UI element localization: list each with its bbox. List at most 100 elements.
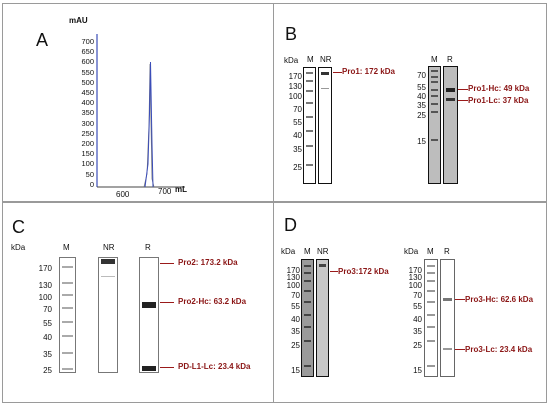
- annotation-pro3-lc: Pro3-Lc: 23.4 kDa: [465, 345, 533, 354]
- lane-label-m: M: [63, 243, 70, 252]
- r-lane: [443, 66, 458, 184]
- panel-c-letter: C: [12, 217, 25, 237]
- panel-a: A mAU 600 700 mL 700 650 600 550 500 450 400 35…: [2, 3, 274, 202]
- y-tick-label: 350: [81, 108, 94, 118]
- x-axis-unit: mL: [175, 185, 187, 194]
- ladder-label: 130: [286, 273, 300, 282]
- ladder-label: 40: [413, 315, 422, 324]
- ladder-label: 170: [408, 266, 422, 275]
- y-tick-label: 200: [81, 139, 94, 148]
- annotation-pro1-lc: Pro1-Lc: 37 kDa: [468, 96, 529, 105]
- ladder-label: 40: [291, 315, 300, 324]
- annotation-pro1-hc: Pro1-Hc: 49 kDa: [468, 84, 530, 93]
- ladder-label: 15: [413, 366, 422, 375]
- ladder-label: 100: [286, 281, 300, 290]
- ladder-label: 130: [38, 281, 52, 290]
- r-lane: [139, 257, 159, 373]
- ladder-label: 35: [291, 327, 300, 336]
- marker-lane-right: [424, 259, 438, 377]
- ladder-label: 55: [291, 302, 300, 311]
- lane-label-r: R: [145, 243, 151, 252]
- ladder-label: 100: [408, 281, 422, 290]
- ladder-label: 130: [408, 273, 422, 282]
- ladder-label: 130: [288, 82, 302, 91]
- y-tick-label: 300: [81, 118, 94, 128]
- y-tick-label: 500: [81, 77, 94, 87]
- ladder-label: 35: [413, 327, 422, 336]
- y-tick-label: 700: [81, 37, 94, 46]
- lane-label-m-right: M: [431, 55, 438, 64]
- annotation-pro3-hc: Pro3-Hc: 62.6 kDa: [465, 295, 534, 304]
- lane-label-m-right: M: [427, 247, 434, 256]
- lane-label-m: M: [307, 55, 314, 64]
- ladder-label: 70: [413, 291, 422, 300]
- y-tick-label: 100: [81, 159, 94, 169]
- x-tick-600: 600: [116, 190, 130, 199]
- ladder-label: 70: [43, 305, 52, 314]
- chromatogram-plot: [96, 34, 185, 188]
- y-axis-unit: mAU: [69, 16, 88, 25]
- y-tick-label: 0: [89, 179, 94, 189]
- ladder-label: 40: [293, 131, 302, 140]
- ladder-label: 40: [417, 92, 426, 101]
- annotation-pro1: Pro1: 172 kDa: [342, 67, 395, 76]
- ladder-label: 55: [417, 83, 426, 92]
- ladder-label: 100: [38, 293, 52, 302]
- ladder-label: 55: [413, 302, 422, 311]
- y-tick-label: 150: [81, 149, 94, 159]
- lane-label-nr: NR: [320, 55, 332, 64]
- y-tick-label: 50: [85, 169, 94, 179]
- y-tick-label: 550: [81, 67, 94, 77]
- lane-label-m: M: [304, 247, 311, 256]
- ladder-label: 70: [293, 105, 302, 114]
- y-tick-label: 650: [81, 47, 94, 57]
- ladder-unit-left: kDa: [281, 247, 296, 256]
- ladder-label: 170: [288, 72, 302, 81]
- annotation-pro2: Pro2: 173.2 kDa: [178, 258, 238, 267]
- ladder-unit: kDa: [11, 243, 26, 252]
- annotation-pd-l1-lc: PD-L1-Lc: 23.4 kDa: [178, 362, 251, 371]
- y-tick-label: 250: [81, 128, 94, 138]
- lane-label-r: R: [444, 247, 450, 256]
- nr-lane: [318, 67, 332, 184]
- ladder-unit-left: kDa: [284, 56, 299, 65]
- panel-d-letter: D: [284, 215, 297, 235]
- marker-lane: [303, 67, 316, 184]
- nr-lane: [316, 259, 329, 377]
- marker-lane: [301, 259, 314, 377]
- ladder-label: 25: [413, 341, 422, 350]
- ladder-label: 25: [291, 341, 300, 350]
- panel-d: D kDa M NR Pro3:172 kDa kDa M R Pro3-Hc:: [273, 202, 547, 403]
- y-tick-label: 600: [81, 57, 94, 67]
- r-lane: [440, 259, 455, 377]
- lane-label-r: R: [447, 55, 453, 64]
- lane-label-nr: NR: [317, 247, 329, 256]
- nr-lane: [98, 257, 118, 373]
- ladder-label: 55: [293, 118, 302, 127]
- annotation-pro3: Pro3:172 kDa: [338, 267, 389, 276]
- ladder-label: 35: [43, 350, 52, 359]
- lane-label-nr: NR: [103, 243, 115, 252]
- y-tick-label: 450: [81, 88, 94, 97]
- marker-lane: [59, 257, 76, 373]
- ladder-unit-right: kDa: [404, 247, 419, 256]
- panel-b-letter: B: [285, 24, 298, 44]
- panel-a-letter: A: [36, 30, 49, 50]
- ladder-label: 40: [43, 333, 52, 342]
- ladder-label: 55: [43, 319, 52, 328]
- uv-peak: [144, 61, 154, 188]
- ladder-label: 25: [293, 163, 302, 172]
- marker-lane-right: [428, 66, 441, 184]
- ladder-label: 15: [291, 366, 300, 375]
- ladder-label: 25: [43, 366, 52, 375]
- ladder-label: 15: [417, 137, 426, 146]
- panel-b: B kDa M NR Pro1: 172 kDa M R Pro1-Hc: 49…: [273, 3, 547, 202]
- ladder-label: 35: [417, 101, 426, 110]
- ladder-label: 170: [38, 264, 52, 273]
- x-tick-700: 700: [158, 187, 172, 196]
- y-tick-label: 400: [81, 98, 94, 108]
- ladder-label: 170: [286, 266, 300, 275]
- ladder-label: 70: [417, 71, 426, 80]
- ladder-label: 100: [288, 92, 302, 101]
- annotation-pro2-hc: Pro2-Hc: 63.2 kDa: [178, 297, 247, 306]
